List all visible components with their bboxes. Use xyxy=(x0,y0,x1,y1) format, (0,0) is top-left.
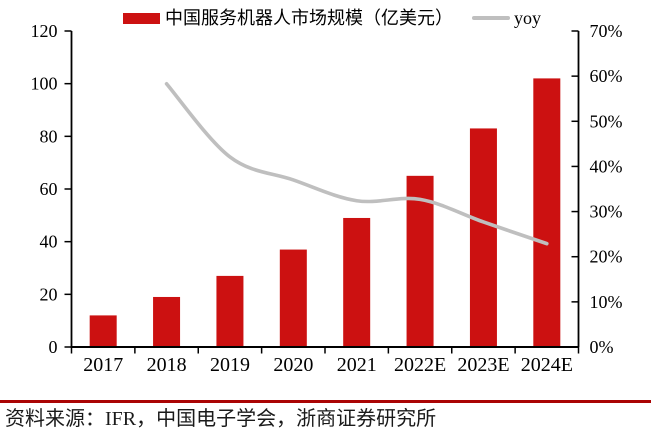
left-axis-tick-label: 0 xyxy=(49,337,58,357)
legend-label-yoy: yoy xyxy=(514,8,541,28)
market-size-bar xyxy=(343,217,371,347)
x-axis-tick-label: 2021 xyxy=(337,354,377,376)
x-axis-tick-label: 2020 xyxy=(273,354,313,376)
market-size-bar xyxy=(406,175,434,347)
left-axis-tick-label: 40 xyxy=(40,232,58,252)
right-axis-tick-label: 70% xyxy=(590,21,623,41)
market-size-bar xyxy=(469,128,497,347)
x-axis-tick-label: 2019 xyxy=(210,354,250,376)
left-axis-tick-label: 20 xyxy=(40,284,58,304)
legend-label-market-size: 中国服务机器人市场规模（亿美元） xyxy=(165,8,453,28)
x-axis-tick-label: 2017 xyxy=(83,354,123,376)
source-note: 资料来源：IFR，中国电子学会，浙商证券研究所 xyxy=(5,408,437,430)
market-size-bar xyxy=(216,275,244,347)
left-axis-tick-label: 100 xyxy=(31,74,58,94)
market-size-bar xyxy=(279,249,307,347)
market-size-bar xyxy=(89,315,117,347)
bar-series-swatch-icon xyxy=(123,12,160,24)
x-axis-tick-label: 2022E xyxy=(394,354,446,376)
yoy-line xyxy=(164,82,549,246)
right-axis-tick-label: 40% xyxy=(590,156,623,176)
right-axis-tick-label: 0% xyxy=(590,337,614,357)
legend-item-yoy: yoy xyxy=(472,7,541,29)
right-axis-tick-label: 60% xyxy=(590,66,623,86)
x-axis-tick-label: 2024E xyxy=(521,354,573,376)
legend-item-market-size: 中国服务机器人市场规模（亿美元） xyxy=(123,7,453,29)
left-axis-tick-label: 80 xyxy=(40,126,58,146)
right-axis-tick-label: 30% xyxy=(590,202,623,222)
market-size-bar xyxy=(533,78,561,348)
footer-separator-rule xyxy=(0,400,651,403)
line-series-swatch-icon xyxy=(472,16,510,20)
right-axis-tick-label: 20% xyxy=(590,247,623,267)
market-size-bar xyxy=(153,296,181,347)
right-axis-tick-label: 10% xyxy=(590,292,623,312)
left-axis-tick-label: 120 xyxy=(31,21,58,41)
x-axis-tick-label: 2018 xyxy=(147,354,187,376)
x-axis-tick-label: 2023E xyxy=(457,354,509,376)
left-axis-tick-label: 60 xyxy=(40,179,58,199)
right-axis-tick-label: 50% xyxy=(590,111,623,131)
